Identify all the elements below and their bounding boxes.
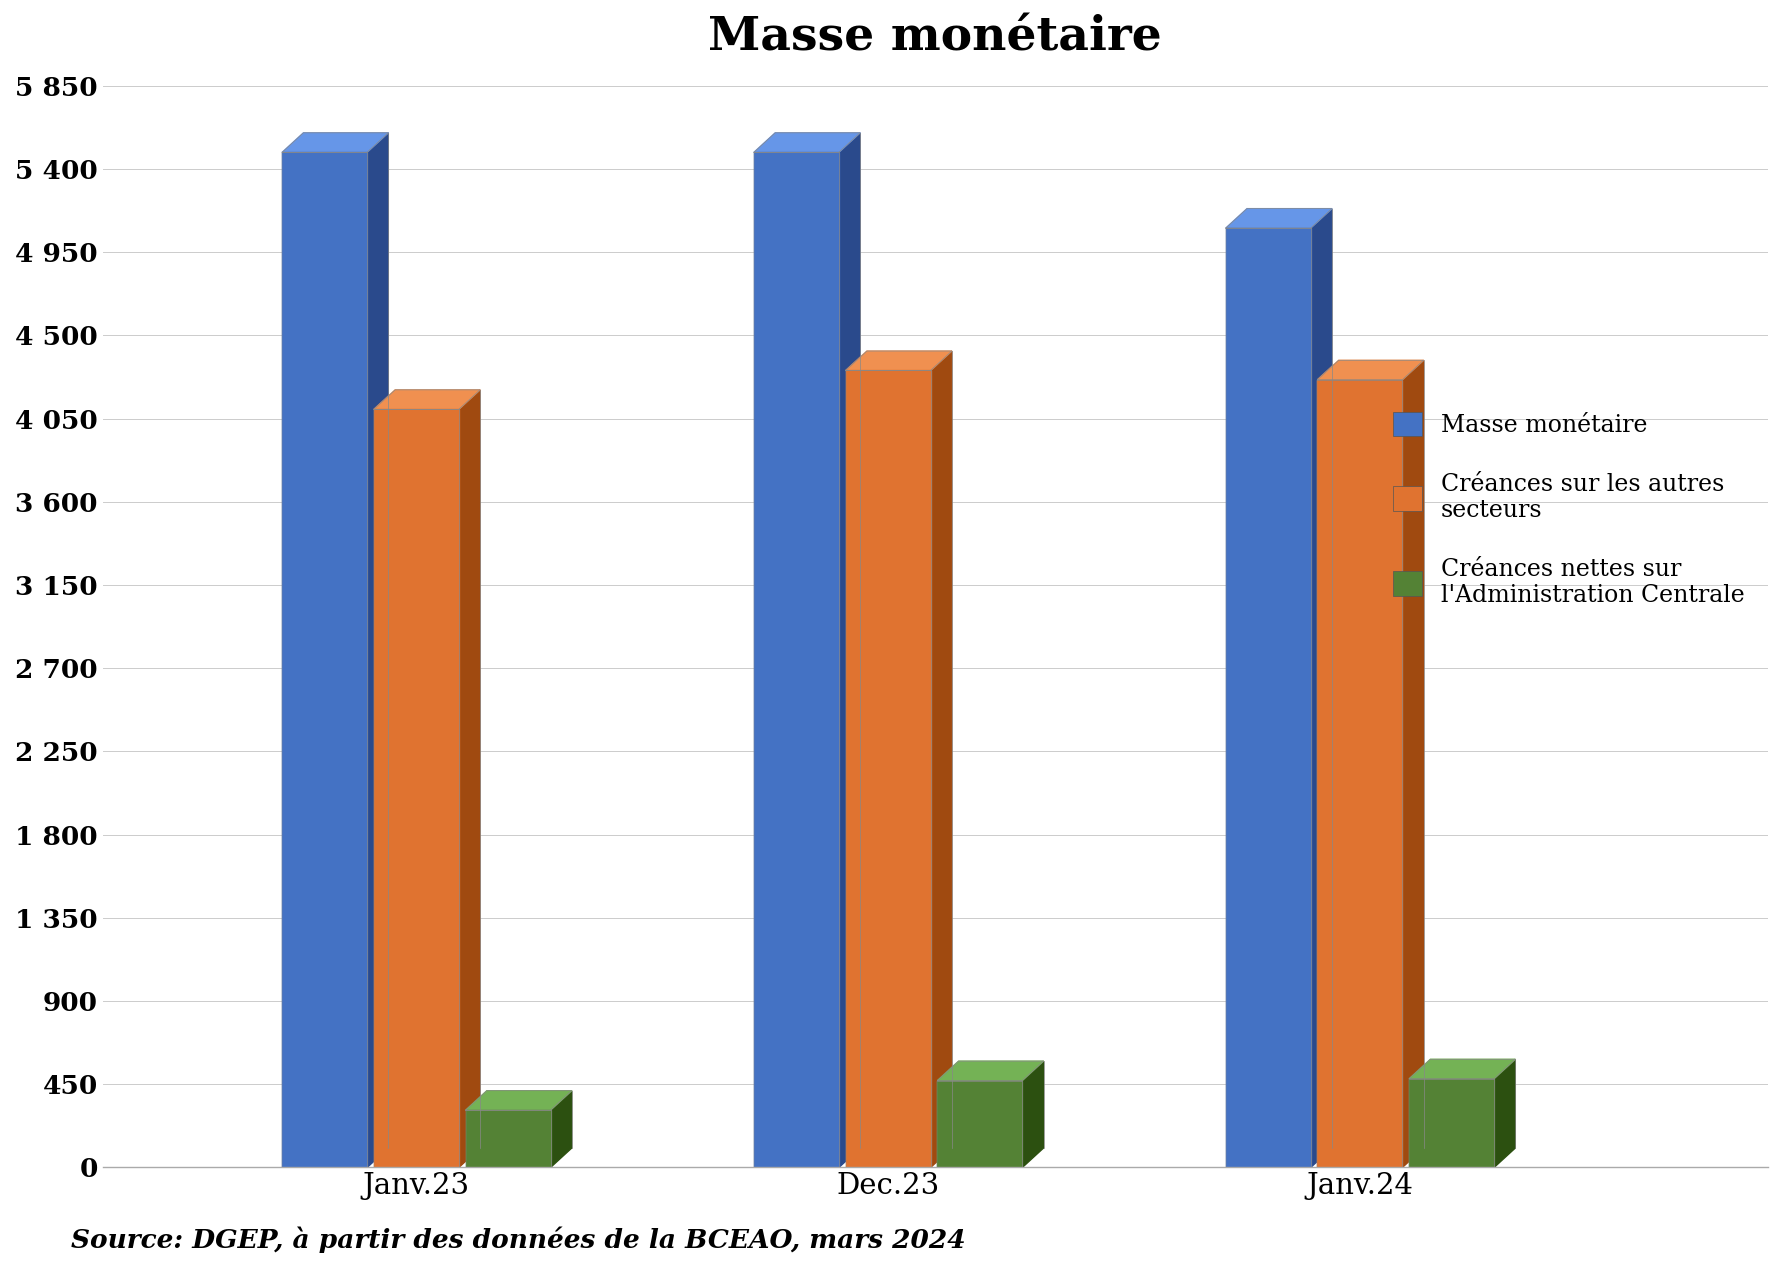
Polygon shape <box>465 1091 572 1110</box>
Legend: Masse monétaire, Créances sur les autres
secteurs, Créances nettes sur
l'Adminis: Masse monétaire, Créances sur les autres… <box>1381 400 1755 619</box>
Polygon shape <box>845 351 952 371</box>
Text: Source: DGEP, à partir des données de la BCEAO, mars 2024: Source: DGEP, à partir des données de la… <box>71 1227 966 1253</box>
Polygon shape <box>1408 1079 1493 1167</box>
Polygon shape <box>937 1061 1042 1081</box>
Polygon shape <box>374 409 458 1167</box>
Polygon shape <box>838 133 859 1167</box>
Polygon shape <box>1408 1060 1515 1079</box>
Polygon shape <box>1224 228 1310 1167</box>
Polygon shape <box>367 133 388 1167</box>
Polygon shape <box>551 1091 572 1167</box>
Polygon shape <box>754 152 838 1167</box>
Polygon shape <box>374 390 479 409</box>
Polygon shape <box>845 371 930 1167</box>
Polygon shape <box>1317 361 1422 380</box>
Polygon shape <box>1402 361 1422 1167</box>
Polygon shape <box>1493 1060 1515 1167</box>
Polygon shape <box>930 351 952 1167</box>
Polygon shape <box>458 390 479 1167</box>
Polygon shape <box>1310 209 1331 1167</box>
Polygon shape <box>754 133 859 152</box>
Polygon shape <box>937 1081 1021 1167</box>
Polygon shape <box>1317 380 1402 1167</box>
Polygon shape <box>465 1110 551 1167</box>
Polygon shape <box>282 152 367 1167</box>
Title: Masse monétaire: Masse monétaire <box>707 15 1162 61</box>
Polygon shape <box>1021 1061 1042 1167</box>
Polygon shape <box>282 133 388 152</box>
Polygon shape <box>1224 209 1331 228</box>
